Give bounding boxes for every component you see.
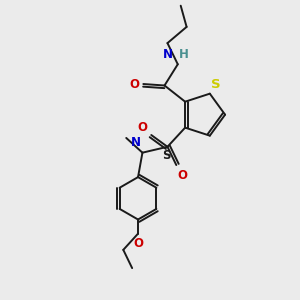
Text: O: O bbox=[138, 121, 148, 134]
Text: S: S bbox=[211, 78, 221, 91]
Text: N: N bbox=[163, 48, 172, 61]
Text: H: H bbox=[179, 48, 189, 61]
Text: S: S bbox=[162, 149, 170, 162]
Text: N: N bbox=[131, 136, 141, 149]
Text: O: O bbox=[130, 77, 140, 91]
Text: O: O bbox=[133, 237, 143, 250]
Text: O: O bbox=[178, 169, 188, 182]
